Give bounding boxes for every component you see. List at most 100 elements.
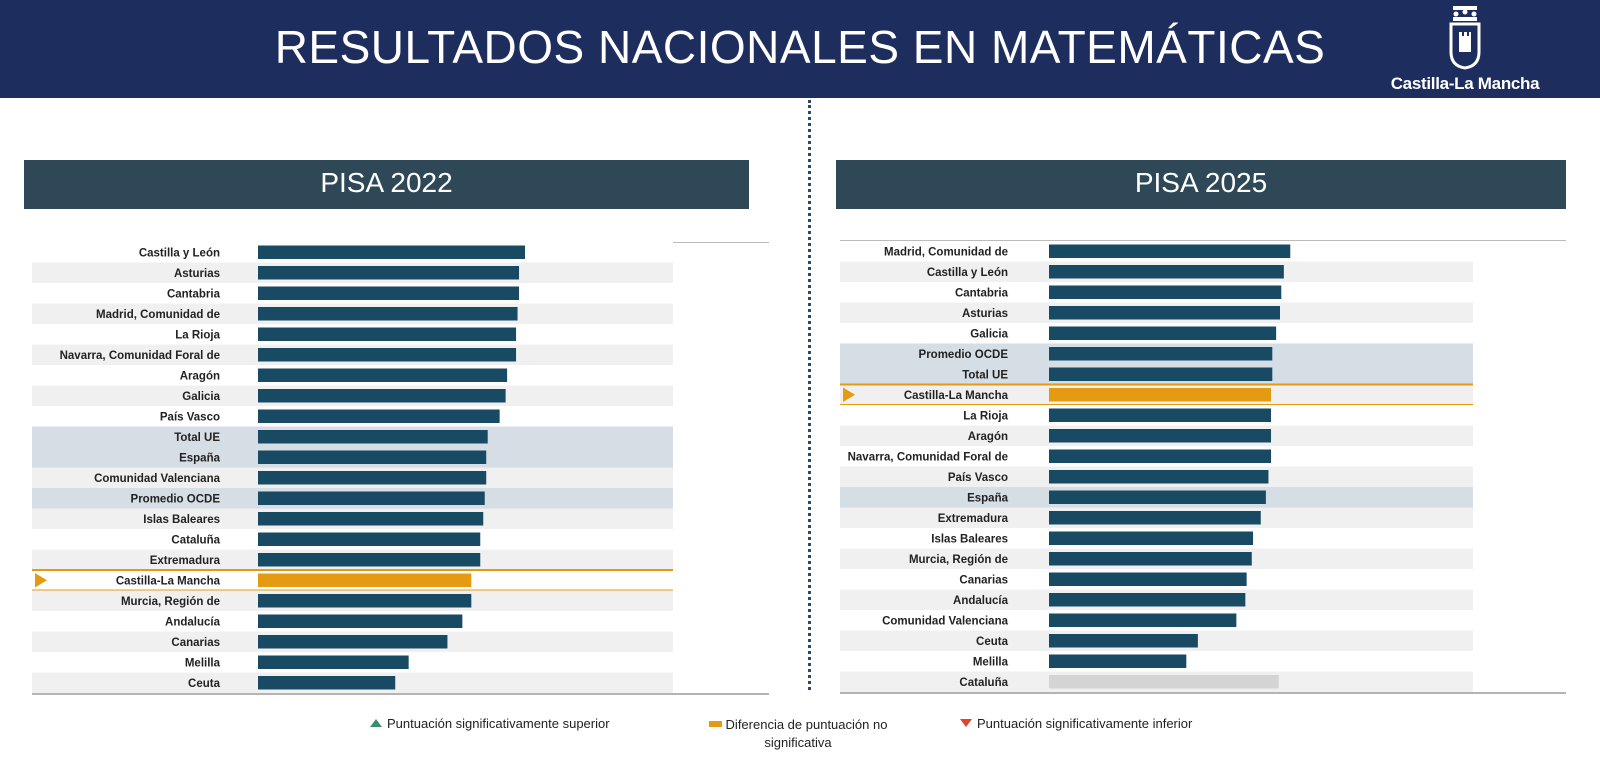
label-madrid-comunidad-de: Madrid, Comunidad de <box>884 246 1008 258</box>
bar-pais-vasco <box>258 409 500 423</box>
bar-murcia-region-de <box>1049 552 1252 566</box>
bar-comunidad-valenciana <box>1049 613 1237 627</box>
label-castilla-y-leon: Castilla y León <box>139 247 220 259</box>
label-islas-baleares: Islas Baleares <box>143 514 220 526</box>
label-asturias: Asturias <box>962 308 1008 320</box>
bar-canarias <box>1049 572 1247 586</box>
bar-cataluna <box>258 532 481 546</box>
label-melilla: Melilla <box>185 657 221 669</box>
bar-espana <box>258 450 487 464</box>
bar-espana <box>1049 490 1266 504</box>
chart-svg: Madrid, Comunidad de Castilla y León Canta… <box>840 240 1566 694</box>
label-melilla: Melilla <box>973 656 1009 668</box>
bar-promedio-ocde <box>1049 347 1273 361</box>
bar-total-ue <box>258 430 488 444</box>
label-promedio-ocde: Promedio OCDE <box>131 493 221 505</box>
bar-ceuta <box>258 676 396 690</box>
label-canarias: Canarias <box>959 574 1008 586</box>
bar-canarias <box>258 635 448 649</box>
bar-madrid-comunidad-de <box>1049 244 1291 258</box>
bar-marker-icon <box>708 721 722 727</box>
label-canarias: Canarias <box>171 637 220 649</box>
logo: Castilla-La Mancha <box>1390 4 1540 94</box>
chart-pisa-2022: Castilla y León Asturias Cantabria Madrid, … <box>32 242 769 695</box>
label-espana: España <box>179 452 221 464</box>
label-andalucia: Andalucía <box>165 616 221 628</box>
label-murcia-region-de: Murcia, Región de <box>909 554 1008 566</box>
bar-murcia-region-de <box>258 594 472 608</box>
chart-svg: Castilla y León Asturias Cantabria Madrid, … <box>32 242 769 695</box>
legend-label-superior: Puntuación significativamente superior <box>387 716 610 731</box>
bar-madrid-comunidad-de <box>258 307 518 321</box>
legend-item-inferior: Puntuación significativamente inferior <box>960 716 1192 731</box>
label-ceuta: Ceuta <box>188 678 221 690</box>
header-bar <box>0 0 1600 98</box>
label-total-ue: Total UE <box>962 369 1008 381</box>
label-castilla-y-leon: Castilla y León <box>927 267 1008 279</box>
panel-title-2022: PISA 2022 <box>24 160 749 209</box>
label-promedio-ocde: Promedio OCDE <box>919 349 1009 361</box>
bar-aragon <box>1049 429 1272 443</box>
bar-islas-baleares <box>258 512 484 526</box>
label-aragon: Aragón <box>180 370 220 382</box>
triangle-up-icon <box>370 719 382 727</box>
bar-asturias <box>1049 306 1280 320</box>
bar-extremadura <box>258 553 481 567</box>
bar-pais-vasco <box>1049 470 1269 484</box>
chart-pisa-2025: Madrid, Comunidad de Castilla y León Canta… <box>840 240 1566 694</box>
label-madrid-comunidad-de: Madrid, Comunidad de <box>96 309 220 321</box>
logo-text: Castilla-La Mancha <box>1390 74 1540 93</box>
label-extremadura: Extremadura <box>150 555 221 567</box>
label-galicia: Galicia <box>970 328 1008 340</box>
bar-cantabria <box>258 286 520 300</box>
bar-navarra-comunidad-foral-de <box>1049 449 1272 463</box>
bar-cataluna <box>1049 675 1279 689</box>
bar-galicia <box>1049 326 1277 340</box>
bar-ceuta <box>1049 634 1198 648</box>
crown-shield-icon <box>1449 6 1481 70</box>
label-castilla-la-mancha: Castilla-La Mancha <box>116 575 221 587</box>
label-cantabria: Cantabria <box>167 288 221 300</box>
bar-navarra-comunidad-foral-de <box>258 348 517 362</box>
bar-cantabria <box>1049 285 1282 299</box>
label-total-ue: Total UE <box>174 432 220 444</box>
highlight-arrow-icon <box>843 387 855 402</box>
label-cantabria: Cantabria <box>955 287 1009 299</box>
label-la-rioja: La Rioja <box>175 329 220 341</box>
bar-promedio-ocde <box>258 491 485 505</box>
label-islas-baleares: Islas Baleares <box>931 533 1008 545</box>
bar-melilla <box>1049 654 1187 668</box>
triangle-down-icon <box>960 719 972 727</box>
label-murcia-region-de: Murcia, Región de <box>121 596 220 608</box>
bar-andalucia <box>1049 593 1246 607</box>
label-cataluna: Cataluña <box>171 534 220 546</box>
label-navarra-comunidad-foral-de: Navarra, Comunidad Foral de <box>848 451 1008 463</box>
label-ceuta: Ceuta <box>976 636 1009 648</box>
highlight-arrow-icon <box>35 573 47 588</box>
bar-islas-baleares <box>1049 531 1254 545</box>
panel-divider <box>808 100 811 690</box>
bar-galicia <box>258 389 506 403</box>
label-la-rioja: La Rioja <box>963 410 1008 422</box>
bar-melilla <box>258 655 409 669</box>
label-galicia: Galicia <box>182 391 220 403</box>
label-andalucia: Andalucía <box>953 595 1009 607</box>
label-cataluna: Cataluña <box>959 677 1008 689</box>
label-espana: España <box>967 492 1009 504</box>
bar-asturias <box>258 266 520 280</box>
legend-item-superior: Puntuación significativamente superior <box>370 716 610 731</box>
bar-aragon <box>258 368 508 382</box>
label-pais-vasco: País Vasco <box>948 472 1008 484</box>
bar-andalucia <box>258 614 463 628</box>
label-castilla-la-mancha: Castilla-La Mancha <box>904 390 1009 402</box>
bar-total-ue <box>1049 367 1273 381</box>
legend-label-no-significativa: Diferencia de puntuación no significativ… <box>725 717 888 750</box>
label-pais-vasco: País Vasco <box>160 411 220 423</box>
label-asturias: Asturias <box>174 268 220 280</box>
bar-extremadura <box>1049 511 1261 525</box>
bar-castilla-y-leon <box>1049 265 1284 279</box>
bar-castilla-la-mancha <box>258 573 472 587</box>
label-navarra-comunidad-foral-de: Navarra, Comunidad Foral de <box>60 350 220 362</box>
bar-castilla-la-mancha <box>1049 388 1272 402</box>
bar-castilla-y-leon <box>258 245 526 259</box>
